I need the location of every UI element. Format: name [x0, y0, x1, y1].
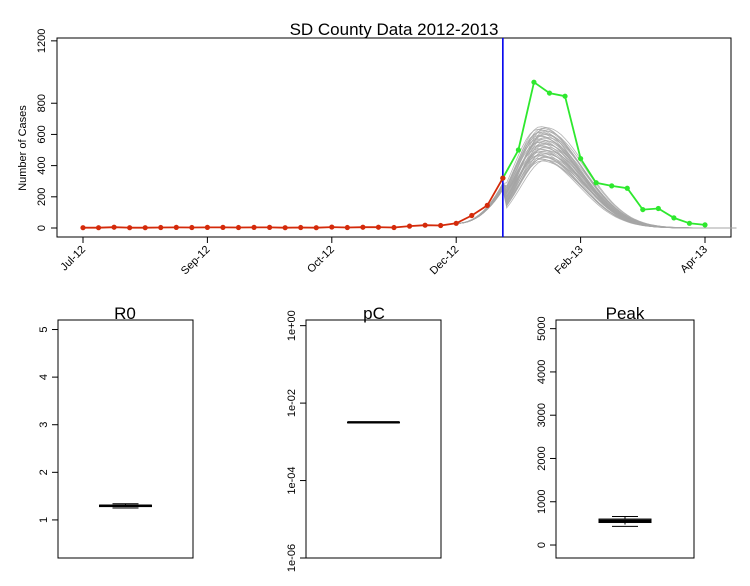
- r0-plot-frame: [57, 319, 194, 559]
- future-point: [686, 220, 693, 226]
- observed-point: [406, 223, 413, 229]
- observed-point: [391, 224, 397, 231]
- main-x-tick-label: Jul-12: [58, 244, 88, 274]
- main-chart-title: SD County Data 2012-2013: [290, 20, 499, 39]
- pc-boxplot: pC 1e-06 1e-04 1e-02 1e+00: [286, 304, 442, 572]
- future-point: [578, 155, 584, 162]
- box-y-tick-label: 2000: [536, 446, 548, 470]
- observed-point: [438, 222, 444, 229]
- observed-series: [80, 175, 506, 231]
- main-y-tick-label: 1200: [36, 29, 48, 53]
- r0-boxplot: R0 1 2 3 4 5: [38, 304, 194, 559]
- main-y-tick-label: 200: [36, 188, 48, 206]
- simulation-lines: [456, 126, 737, 229]
- simulation-line: [456, 131, 737, 229]
- observed-point: [267, 224, 273, 230]
- pc-box: 1e-06 1e-04 1e-02 1e+00: [286, 310, 400, 572]
- r0-title: R0: [114, 304, 136, 323]
- observed-point: [375, 224, 382, 230]
- simulation-line: [456, 127, 737, 229]
- observed-point: [484, 202, 490, 208]
- main-plot-frame: [56, 37, 732, 238]
- observed-point: [282, 225, 288, 231]
- observed-point: [500, 175, 506, 181]
- observed-point: [173, 224, 179, 230]
- observed-line: [83, 177, 504, 229]
- box-y-tick-label: 1e-02: [286, 389, 298, 417]
- box-y-tick-label: 1: [38, 517, 50, 523]
- pc-title: pC: [363, 304, 385, 323]
- main-x-tick-label: Feb-13: [553, 244, 586, 277]
- future-point: [671, 215, 677, 221]
- main-y-tick-label: 0: [36, 225, 48, 231]
- observed-point: [220, 224, 226, 230]
- box-y-tick-label: 5000: [536, 316, 548, 340]
- future-series: [500, 79, 708, 228]
- simulation-line: [456, 127, 737, 229]
- box-y-tick-label: 1e-04: [286, 466, 298, 494]
- observed-point: [158, 224, 164, 231]
- main-x-tick-label: Dec-12: [428, 244, 462, 278]
- observed-point: [111, 224, 117, 230]
- pc-plot-frame: [305, 319, 442, 559]
- box-y-tick-label: 3: [38, 422, 50, 428]
- box-y-tick-label: 1e-06: [286, 544, 298, 572]
- future-line: [502, 80, 706, 226]
- future-point: [702, 222, 708, 228]
- main-x-axis: Jul-12 Sep-12 Oct-12 Dec-12 Feb-13 Apr-13: [58, 236, 710, 278]
- box-y-tick-label: 0: [536, 542, 548, 548]
- observed-point: [251, 224, 257, 230]
- observed-point: [204, 224, 210, 230]
- box-y-tick-label: 2: [38, 469, 50, 475]
- observed-point: [189, 224, 195, 231]
- observed-point: [469, 212, 475, 219]
- box-y-tick-label: 1e+00: [286, 310, 298, 341]
- future-point: [531, 79, 537, 85]
- box-y-tick-label: 4000: [536, 360, 548, 384]
- observed-point: [313, 225, 319, 231]
- simulation-line: [456, 126, 737, 229]
- future-point: [546, 90, 553, 96]
- peak-box: 0 1000 2000 3000 4000 5000: [536, 316, 652, 548]
- observed-point: [329, 224, 335, 230]
- main-y-axis: 0 200 400 600 800 1200: [36, 29, 58, 231]
- observed-point: [360, 224, 366, 230]
- observed-point: [80, 225, 86, 231]
- r0-box: 1 2 3 4 5: [38, 326, 152, 523]
- future-point: [640, 206, 646, 213]
- simulation-line: [456, 128, 737, 229]
- box-y-tick-label: 4: [38, 374, 50, 380]
- main-y-tick-label: 400: [36, 156, 48, 174]
- future-point: [609, 183, 615, 189]
- future-point: [562, 93, 568, 99]
- main-x-tick-label: Sep-12: [179, 244, 213, 278]
- simulation-line: [456, 130, 737, 229]
- main-y-axis-label: Number of Cases: [17, 105, 29, 191]
- simulation-line: [456, 150, 737, 229]
- future-point: [515, 147, 522, 153]
- observed-point: [422, 222, 428, 228]
- future-point: [624, 185, 630, 191]
- future-point: [655, 205, 661, 212]
- peak-title: Peak: [606, 304, 645, 323]
- observed-point: [235, 224, 242, 231]
- main-y-tick-label: 600: [36, 125, 48, 143]
- main-chart: SD County Data 2012-2013 Number of Cases…: [17, 20, 737, 278]
- main-y-tick-label: 800: [36, 94, 48, 112]
- observed-point: [142, 225, 148, 231]
- observed-point: [453, 220, 459, 226]
- future-point: [593, 180, 599, 186]
- box-y-tick-label: 5: [38, 326, 50, 332]
- simulation-line: [456, 129, 737, 229]
- box-y-tick-label: 3000: [536, 403, 548, 427]
- main-x-tick-label: Apr-13: [678, 244, 710, 276]
- observed-point: [298, 224, 304, 231]
- box-y-tick-label: 1000: [536, 490, 548, 514]
- observed-point: [127, 225, 133, 231]
- observed-point: [95, 225, 102, 231]
- observed-point: [344, 224, 350, 231]
- main-x-tick-label: Oct-12: [305, 244, 337, 276]
- peak-boxplot: Peak 0 1000 2000 3000 4000 5000: [536, 304, 695, 559]
